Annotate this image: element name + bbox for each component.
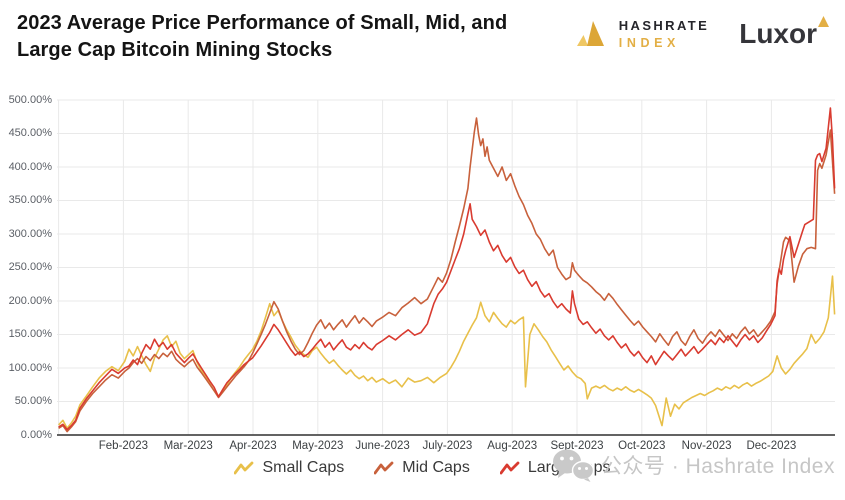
x-tick-label: Dec-2023 [746,440,797,452]
wechat-watermark: 公众号 · Hashrate Index [552,448,835,482]
hashrate-logo-line1: HASHRATE [618,18,710,33]
wechat-watermark-text: 公众号 · Hashrate Index [600,455,835,478]
x-tick-label: June-2023 [355,440,410,452]
y-tick-label: 50.00% [14,395,52,407]
legend-marker-icon [234,461,254,475]
x-tick-label: Nov-2023 [681,440,732,452]
y-tick-label: 100.00% [8,361,52,374]
y-tick-label: 450.00% [8,127,52,139]
header-logos: HASHRATE INDEX Luxor [574,16,829,50]
x-tick-label: Feb-2023 [98,440,148,452]
luxor-logo-text: Luxor [739,18,817,49]
y-tick-label: 500.00% [8,93,52,106]
x-tick-label: Apr-2023 [229,440,277,452]
y-tick-label: 300.00% [8,227,52,240]
luxor-logo: Luxor [739,16,829,50]
x-tick-label: Oct-2023 [618,440,666,452]
hashrate-index-logo-text: HASHRATE INDEX [619,18,709,50]
x-tick-label: Mar-2023 [163,440,213,452]
page-title: 2023 Average Price Performance of Small,… [17,12,508,61]
x-tick-label: May-2023 [292,440,344,452]
legend-marker-icon [499,461,520,475]
y-tick-label: 250.00% [8,261,52,273]
x-tick-label: July-2023 [422,440,473,452]
series-line-large-caps [58,107,836,431]
hashrate-index-logo: HASHRATE INDEX [574,18,709,50]
legend-marker-icon [374,461,394,475]
wechat-icon [552,449,594,482]
luxor-logo-triangle-icon [818,16,829,27]
y-tick-label: 350.00% [8,194,52,206]
x-tick-label: Aug-2023 [487,440,538,452]
y-tick-label: 0.00% [20,428,52,441]
series-line-mid-caps [58,117,836,433]
y-tick-label: 400.00% [8,160,52,173]
hashrate-logo-line2: INDEX [618,36,680,50]
legend-item-small-caps: Small Caps [234,459,344,477]
legend-label: Mid Caps [402,459,470,476]
legend-item-mid-caps: Mid Caps [374,459,470,477]
y-tick-label: 200.00% [8,294,52,307]
x-tick-label: Sept-2023 [550,440,604,452]
y-tick-label: 150.00% [8,328,52,340]
legend-label: Small Caps [262,459,345,476]
hashrate-index-logo-icon [576,21,604,46]
